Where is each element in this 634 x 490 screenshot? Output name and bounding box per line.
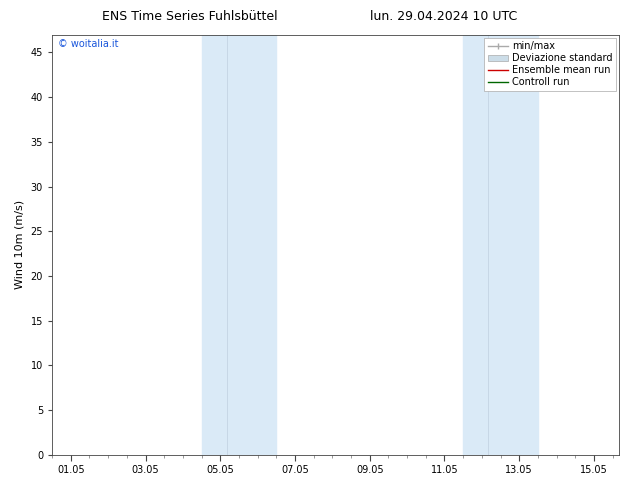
Text: ENS Time Series Fuhlsbüttel: ENS Time Series Fuhlsbüttel xyxy=(102,10,278,23)
Legend: min/max, Deviazione standard, Ensemble mean run, Controll run: min/max, Deviazione standard, Ensemble m… xyxy=(484,38,616,91)
Text: © woitalia.it: © woitalia.it xyxy=(58,39,119,49)
Bar xyxy=(202,35,276,455)
Text: lun. 29.04.2024 10 UTC: lun. 29.04.2024 10 UTC xyxy=(370,10,517,23)
Bar xyxy=(463,35,538,455)
Y-axis label: Wind 10m (m/s): Wind 10m (m/s) xyxy=(15,200,25,289)
